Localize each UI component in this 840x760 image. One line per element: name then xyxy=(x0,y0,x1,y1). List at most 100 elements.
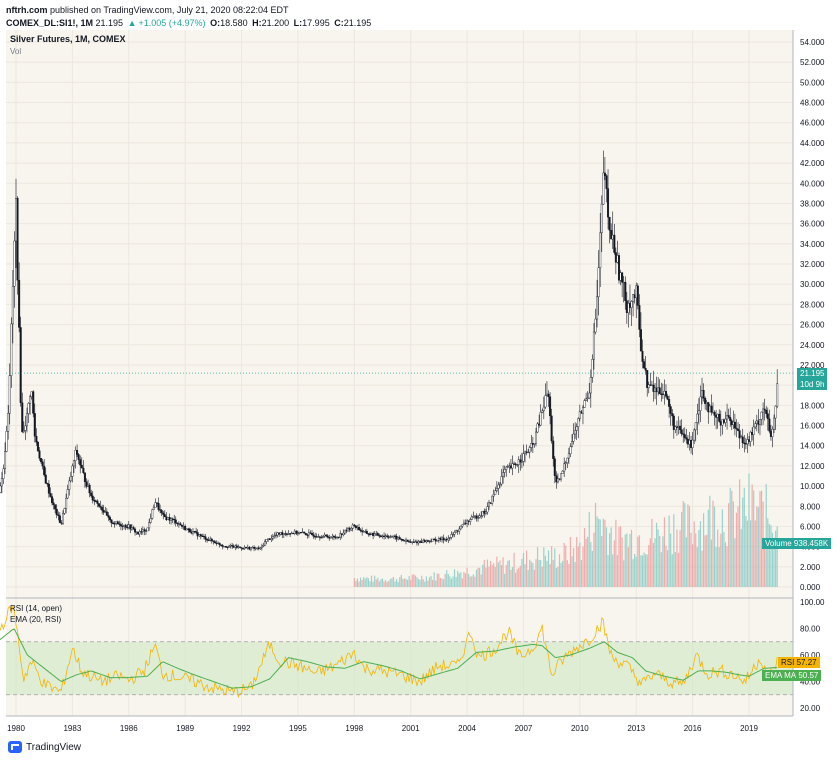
volume-bar xyxy=(742,497,744,587)
volume-bar xyxy=(655,522,658,587)
volume-bar xyxy=(502,557,504,587)
volume-bar xyxy=(770,525,772,587)
candle-body xyxy=(448,537,451,539)
candle-body xyxy=(115,521,118,524)
volume-bar xyxy=(627,547,629,587)
ema-line xyxy=(0,628,778,689)
volume-bar xyxy=(775,530,777,587)
volume-bar xyxy=(496,556,498,587)
candle-body xyxy=(221,545,224,547)
candle-body xyxy=(213,541,216,544)
volume-bar xyxy=(660,552,662,587)
volume-label: Vol xyxy=(10,47,21,56)
volume-bar xyxy=(494,566,496,587)
candle-body xyxy=(699,396,702,411)
candle-body xyxy=(406,539,409,542)
candle-body xyxy=(181,524,184,527)
volume-bar xyxy=(598,518,600,587)
volume-bar xyxy=(737,506,739,587)
footer: TradingView xyxy=(8,741,81,753)
volume-bar xyxy=(510,569,512,587)
candle-body xyxy=(461,524,464,527)
candle-body xyxy=(555,475,558,483)
candle-body xyxy=(472,516,475,518)
candle-body xyxy=(668,398,671,407)
volume-bar xyxy=(757,507,759,587)
volume-bar xyxy=(652,543,655,587)
candle-body xyxy=(304,533,307,535)
candle-body xyxy=(442,537,445,541)
volume-bar xyxy=(624,534,626,587)
candle-body xyxy=(96,500,99,504)
volume-bar xyxy=(751,484,753,587)
volume-bar xyxy=(464,573,467,587)
candle-body xyxy=(268,538,271,540)
volume-bar xyxy=(732,501,734,587)
volume-bar xyxy=(712,500,714,587)
candle-body xyxy=(174,519,177,524)
candle-body xyxy=(666,396,669,400)
candle-body xyxy=(127,524,130,528)
candle-body xyxy=(693,429,696,441)
candle-body xyxy=(425,540,428,543)
candle-body xyxy=(754,423,757,428)
volume-bar xyxy=(704,535,706,587)
candle-body xyxy=(254,547,257,550)
candle-body xyxy=(622,281,625,284)
candle-body xyxy=(281,532,284,535)
main-pane xyxy=(6,30,793,598)
volume-bar xyxy=(690,532,692,587)
candle-body xyxy=(135,531,138,533)
candle-body xyxy=(196,532,199,537)
candle-body xyxy=(414,541,417,543)
candle-body xyxy=(68,480,71,490)
volume-bar xyxy=(522,552,525,587)
candle-body xyxy=(690,439,693,448)
candle-body xyxy=(60,522,63,524)
candle-body xyxy=(563,463,566,472)
candle-body xyxy=(105,511,108,516)
volume-bar xyxy=(375,579,377,587)
volume-bar xyxy=(389,579,391,587)
candle-body xyxy=(292,532,295,535)
candle-body xyxy=(72,460,75,467)
rsi-line xyxy=(0,605,778,699)
volume-bar xyxy=(583,528,586,587)
volume-bar xyxy=(367,578,370,587)
volume-bar xyxy=(438,573,440,587)
volume-bar xyxy=(648,545,650,587)
candle-body xyxy=(711,412,714,414)
price-chart[interactable]: 54.000 52.000 50.000 48.000 46.000 44.000 42.0… xyxy=(0,0,840,740)
candle-body xyxy=(608,216,611,231)
candle-body xyxy=(635,285,638,299)
candle-body xyxy=(726,415,729,420)
candle-body xyxy=(773,417,776,430)
volume-bar xyxy=(527,569,529,587)
candle-body xyxy=(98,503,101,507)
candle-body xyxy=(210,538,213,542)
volume-bar xyxy=(557,566,559,587)
candle-body xyxy=(315,536,318,538)
candle-body xyxy=(564,462,567,464)
candle-body xyxy=(348,527,351,531)
volume-bar xyxy=(525,550,528,587)
candle-body xyxy=(467,520,470,522)
candle-body xyxy=(492,494,495,497)
candle-body xyxy=(718,413,721,422)
volume-bar xyxy=(417,579,420,587)
volume-bar xyxy=(756,506,758,587)
volume-bar xyxy=(541,566,543,587)
volume-bar xyxy=(565,545,567,587)
candle-body xyxy=(453,532,456,535)
candle-body xyxy=(7,413,10,432)
candle-body xyxy=(694,422,697,431)
candle-body xyxy=(469,519,472,522)
volume-bar xyxy=(710,539,713,587)
volume-bar xyxy=(626,533,628,587)
candle-body xyxy=(32,391,35,414)
price-tick-label: 40.000 xyxy=(800,179,825,188)
candle-body xyxy=(550,415,553,442)
candle-body xyxy=(146,527,149,532)
volume-bar xyxy=(558,554,561,587)
candle-body xyxy=(30,391,33,397)
